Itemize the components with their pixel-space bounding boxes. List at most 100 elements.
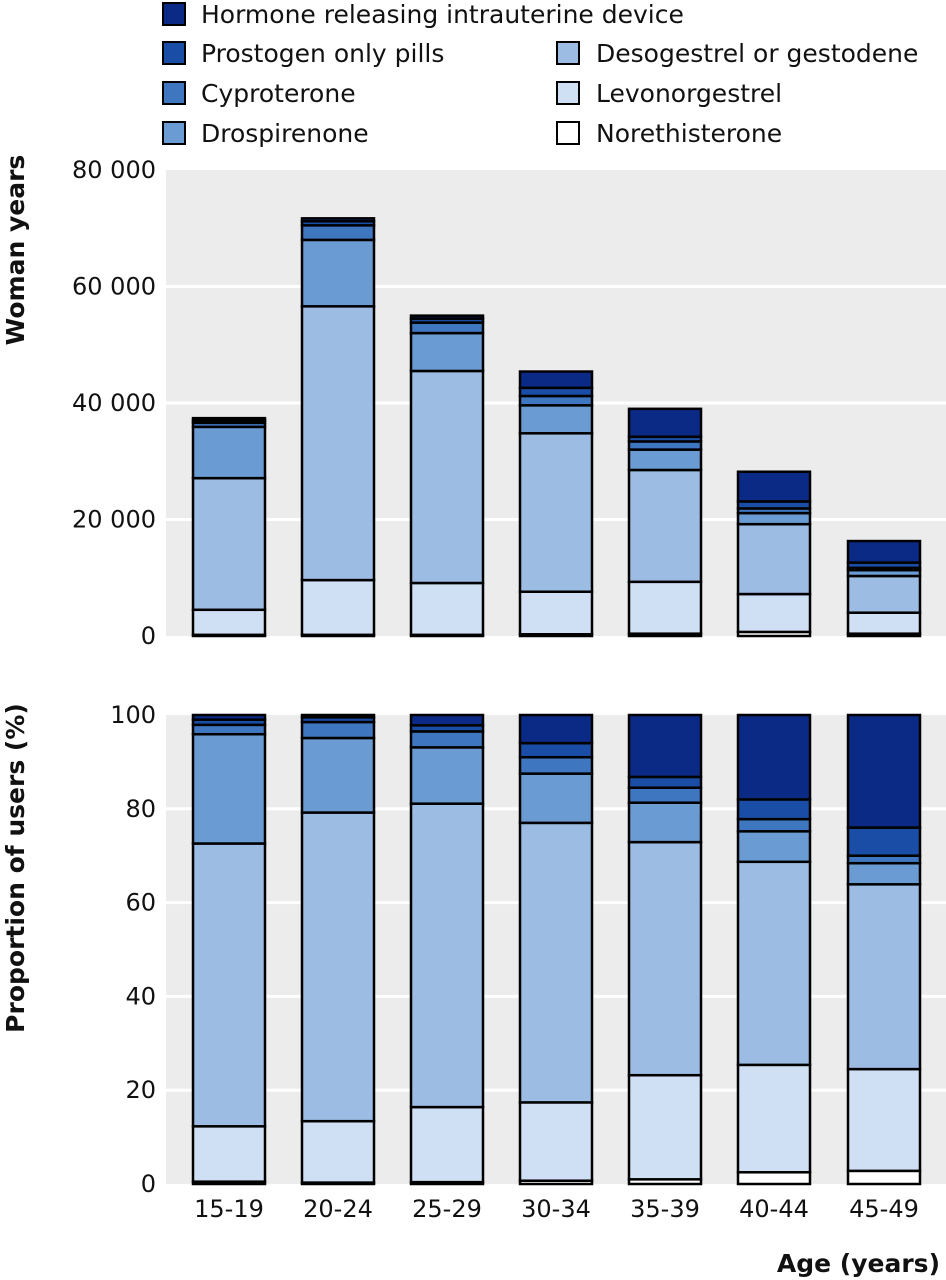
bar-segment-levonorgestrel-45-49 <box>846 1067 922 1173</box>
bar-segment-cyproterone-20-24 <box>300 224 376 242</box>
y-tick-label: 80 000 <box>72 156 156 184</box>
y-tick-label: 0 <box>141 622 156 650</box>
y-tick-label: 100 <box>110 701 156 729</box>
bar-segment-desogestrel-or-gestodene-45-49 <box>846 574 922 614</box>
legend-label-cyproterone: Cyproterone <box>201 79 356 108</box>
bar-segment-desogestrel-or-gestodene-25-29 <box>409 369 485 585</box>
bar-segment-levonorgestrel-35-39 <box>627 580 703 635</box>
bar-segment-levonorgestrel-35-39 <box>627 1073 703 1181</box>
legend-item-desogestrel: Desogestrel or gestodene <box>556 39 918 68</box>
bar-segment-cyproterone-30-34 <box>518 755 594 775</box>
y-tick-label: 40 <box>125 982 156 1010</box>
bar-segment-prostogen-only-pills-40-44 <box>736 798 812 821</box>
legend-label-levonorgestrel: Levonorgestrel <box>596 79 782 108</box>
bar-segment-drospirenone-35-39 <box>627 448 703 472</box>
legend-label-iud: Hormone releasing intrauterine device <box>201 0 684 29</box>
x-axis-title: Age (years) <box>777 1249 940 1278</box>
bar-segment-desogestrel-or-gestodene-25-29 <box>409 802 485 1109</box>
x-tick-label: 15-19 <box>194 1195 264 1223</box>
x-tick-label: 20-24 <box>303 1195 373 1223</box>
bar-segment-hormone-releasing-intrauterine-device-30-34 <box>518 370 594 390</box>
x-tick-label: 40-44 <box>739 1195 809 1223</box>
bar-segment-cyproterone-30-34 <box>518 394 594 407</box>
legend-item-progestogen-only-pills: Prostogen only pills <box>162 39 444 68</box>
bar-segment-hormone-releasing-intrauterine-device-25-29 <box>409 314 485 320</box>
bar-segment-levonorgestrel-40-44 <box>736 1063 812 1174</box>
x-tick-label: 30-34 <box>521 1195 591 1223</box>
legend-swatch-drospirenone <box>162 121 186 145</box>
x-tick-label: 35-39 <box>630 1195 700 1223</box>
y-tick-label: 0 <box>141 1170 156 1198</box>
bar-segment-desogestrel-or-gestodene-30-34 <box>518 432 594 593</box>
bar-segment-levonorgestrel-15-19 <box>191 608 267 637</box>
bar-segment-desogestrel-or-gestodene-45-49 <box>846 883 922 1071</box>
bar-segment-desogestrel-or-gestodene-15-19 <box>191 842 267 1128</box>
bar-segment-hormone-releasing-intrauterine-device-40-44 <box>736 470 812 503</box>
bar-segment-hormone-releasing-intrauterine-device-20-24 <box>300 217 376 223</box>
bar-segment-desogestrel-or-gestodene-40-44 <box>736 860 812 1067</box>
bar-segment-hormone-releasing-intrauterine-device-25-29 <box>409 713 485 727</box>
bar-segment-levonorgestrel-40-44 <box>736 592 812 634</box>
bar-segment-hormone-releasing-intrauterine-device-45-49 <box>846 713 922 829</box>
y-tick-label: 20 000 <box>72 506 156 534</box>
bar-segment-hormone-releasing-intrauterine-device-40-44 <box>736 713 812 801</box>
bar-segment-hormone-releasing-intrauterine-device-45-49 <box>846 539 922 564</box>
legend-swatch-cyproterone <box>162 81 186 105</box>
bar-segment-norethisterone-45-49 <box>846 1169 922 1186</box>
legend-swatch-iud <box>162 2 186 26</box>
bar-segment-drospirenone-25-29 <box>409 331 485 373</box>
y-axis-title-woman-years: Woman years <box>1 155 30 346</box>
bar-segment-drospirenone-25-29 <box>409 746 485 805</box>
bar-segment-prostogen-only-pills-35-39 <box>627 775 703 789</box>
bar-segment-desogestrel-or-gestodene-35-39 <box>627 468 703 584</box>
bar-segment-desogestrel-or-gestodene-30-34 <box>518 821 594 1104</box>
y-tick-label: 40 000 <box>72 389 156 417</box>
bar-segment-levonorgestrel-20-24 <box>300 1119 376 1184</box>
bar-segment-drospirenone-30-34 <box>518 404 594 435</box>
bar-segment-levonorgestrel-45-49 <box>846 611 922 635</box>
bar-segment-drospirenone-20-24 <box>300 238 376 308</box>
bar-segment-drospirenone-15-19 <box>191 425 267 480</box>
bar-segment-hormone-releasing-intrauterine-device-35-39 <box>627 407 703 439</box>
y-axis-title-proportion: Proportion of users (%) <box>1 703 30 1033</box>
bar-segment-norethisterone-40-44 <box>736 1171 812 1186</box>
legend-item-norethisterone: Norethisterone <box>556 119 782 148</box>
legend-item-drospirenone: Drospirenone <box>162 119 369 148</box>
bar-segment-drospirenone-15-19 <box>191 732 267 845</box>
bar-segment-cyproterone-40-44 <box>736 817 812 833</box>
legend-label-desogestrel: Desogestrel or gestodene <box>596 39 918 68</box>
y-tick-label: 80 <box>125 795 156 823</box>
bar-segment-hormone-releasing-intrauterine-device-30-34 <box>518 713 594 745</box>
bar-segment-drospirenone-45-49 <box>846 861 922 886</box>
bar-segment-levonorgestrel-30-34 <box>518 1101 594 1182</box>
legend-item-iud: Hormone releasing intrauterine device <box>162 0 684 29</box>
legend-swatch-progestogen-only-pills <box>162 41 186 65</box>
legend-item-levonorgestrel: Levonorgestrel <box>556 79 782 108</box>
bar-segment-desogestrel-or-gestodene-40-44 <box>736 522 812 596</box>
y-tick-label: 60 000 <box>72 273 156 301</box>
bar-segment-drospirenone-30-34 <box>518 772 594 825</box>
bar-segment-desogestrel-or-gestodene-35-39 <box>627 840 703 1077</box>
bar-segment-levonorgestrel-25-29 <box>409 1105 485 1184</box>
legend: Hormone releasing intrauterine device Pr… <box>162 0 918 148</box>
bar-segment-desogestrel-or-gestodene-15-19 <box>191 476 267 612</box>
bar-segment-cyproterone-25-29 <box>409 321 485 335</box>
bar-segment-prostogen-only-pills-45-49 <box>846 826 922 857</box>
bar-segment-cyproterone-20-24 <box>300 720 376 740</box>
legend-swatch-desogestrel <box>556 41 580 65</box>
legend-item-cyproterone: Cyproterone <box>162 79 356 108</box>
bar-segment-hormone-releasing-intrauterine-device-20-24 <box>300 713 376 719</box>
x-tick-label: 45-49 <box>849 1195 919 1223</box>
bar-segment-drospirenone-40-44 <box>736 511 812 526</box>
bar-segment-drospirenone-20-24 <box>300 736 376 814</box>
legend-label-progestogen-only-pills: Prostogen only pills <box>201 39 444 68</box>
bar-segment-levonorgestrel-25-29 <box>409 581 485 637</box>
y-tick-label: 20 <box>125 1076 156 1104</box>
bar-segment-cyproterone-35-39 <box>627 786 703 804</box>
chart-panel-proportion: 0 20 40 60 80 100 15-19 20-24 25-29 30-34 35-39 40-… <box>110 701 946 1223</box>
bar-segment-levonorgestrel-30-34 <box>518 590 594 636</box>
bar-segment-levonorgestrel-20-24 <box>300 578 376 637</box>
bar-segment-hormone-releasing-intrauterine-device-15-19 <box>191 713 267 721</box>
bar-segment-prostogen-only-pills-30-34 <box>518 741 594 759</box>
